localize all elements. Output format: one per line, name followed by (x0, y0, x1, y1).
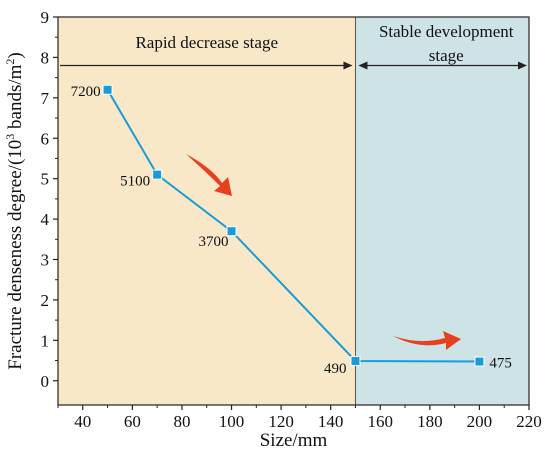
x-axis-title: Size/mm (260, 430, 328, 451)
x-tick-label: 40 (74, 412, 91, 431)
data-label: 3700 (199, 234, 229, 250)
axes: 40 60 80 100 120 140 160 180 200 220 0 1 2 3 4 5 6 7 8 9 Siz… (3, 8, 542, 451)
data-point (350, 355, 361, 366)
stage-region-2 (355, 17, 529, 405)
series-line (102, 84, 485, 367)
y-tick-label: 6 (41, 129, 50, 148)
data-label: 7200 (71, 84, 101, 100)
trend-arrows (186, 154, 461, 350)
stage-label-2-line2: stage (429, 46, 464, 65)
x-tick-label: 180 (417, 412, 443, 431)
data-point (474, 356, 485, 367)
x-tick-label: 120 (268, 412, 294, 431)
x-tick-label: 60 (124, 412, 141, 431)
x-tick-label: 220 (516, 412, 542, 431)
data-label: 475 (489, 356, 512, 372)
y-axis-title-unit: bands/m (5, 64, 26, 133)
stage-region-1 (58, 17, 356, 405)
text-labels: Rapid decrease stage Stable development st… (71, 22, 514, 377)
data-point (152, 169, 163, 180)
x-tick-label: 80 (173, 412, 190, 431)
stage2-extent-arrowhead-right (518, 61, 527, 70)
trend-arrow-stable (393, 331, 461, 350)
data-point (226, 226, 237, 237)
data-point (102, 84, 113, 95)
y-tick-label: 4 (41, 210, 50, 229)
y-tick-label: 3 (41, 251, 50, 270)
trend-arrow-decrease (186, 154, 232, 196)
x-tick-label: 160 (368, 412, 394, 431)
y-tick-label: 1 (41, 331, 50, 350)
data-label: 490 (324, 361, 347, 377)
y-tick-label: 9 (41, 8, 50, 27)
y-axis-title-prefix: Fracture denseness degree/(10 (5, 140, 26, 370)
y-tick-label: 7 (41, 89, 50, 108)
stage-label-1: Rapid decrease stage (135, 33, 278, 52)
y-axis-title-suffix: ) (5, 52, 26, 58)
plot-frame (57, 16, 530, 406)
y-tick-label: 5 (41, 170, 50, 189)
stage2-extent-arrowhead-left (358, 61, 368, 70)
stage-divider-arrows (60, 61, 527, 70)
x-tick-label: 200 (467, 412, 493, 431)
stage-regions (58, 17, 529, 405)
x-tick-label: 100 (219, 412, 245, 431)
data-label: 5100 (120, 174, 150, 190)
y-axis-title-unit-exponent: 2 (3, 59, 17, 65)
stage1-extent-arrowhead (343, 61, 353, 70)
y-axis-title-exponent: 3 (3, 134, 17, 140)
x-tick-label: 140 (318, 412, 344, 431)
y-axis-title: Fracture denseness degree/(103 bands/m2) (3, 52, 26, 369)
y-tick-label: 8 (41, 48, 50, 67)
y-tick-label: 0 (41, 372, 50, 391)
stage-label-2-line1: Stable development (379, 22, 514, 41)
y-tick-label: 2 (41, 291, 50, 310)
